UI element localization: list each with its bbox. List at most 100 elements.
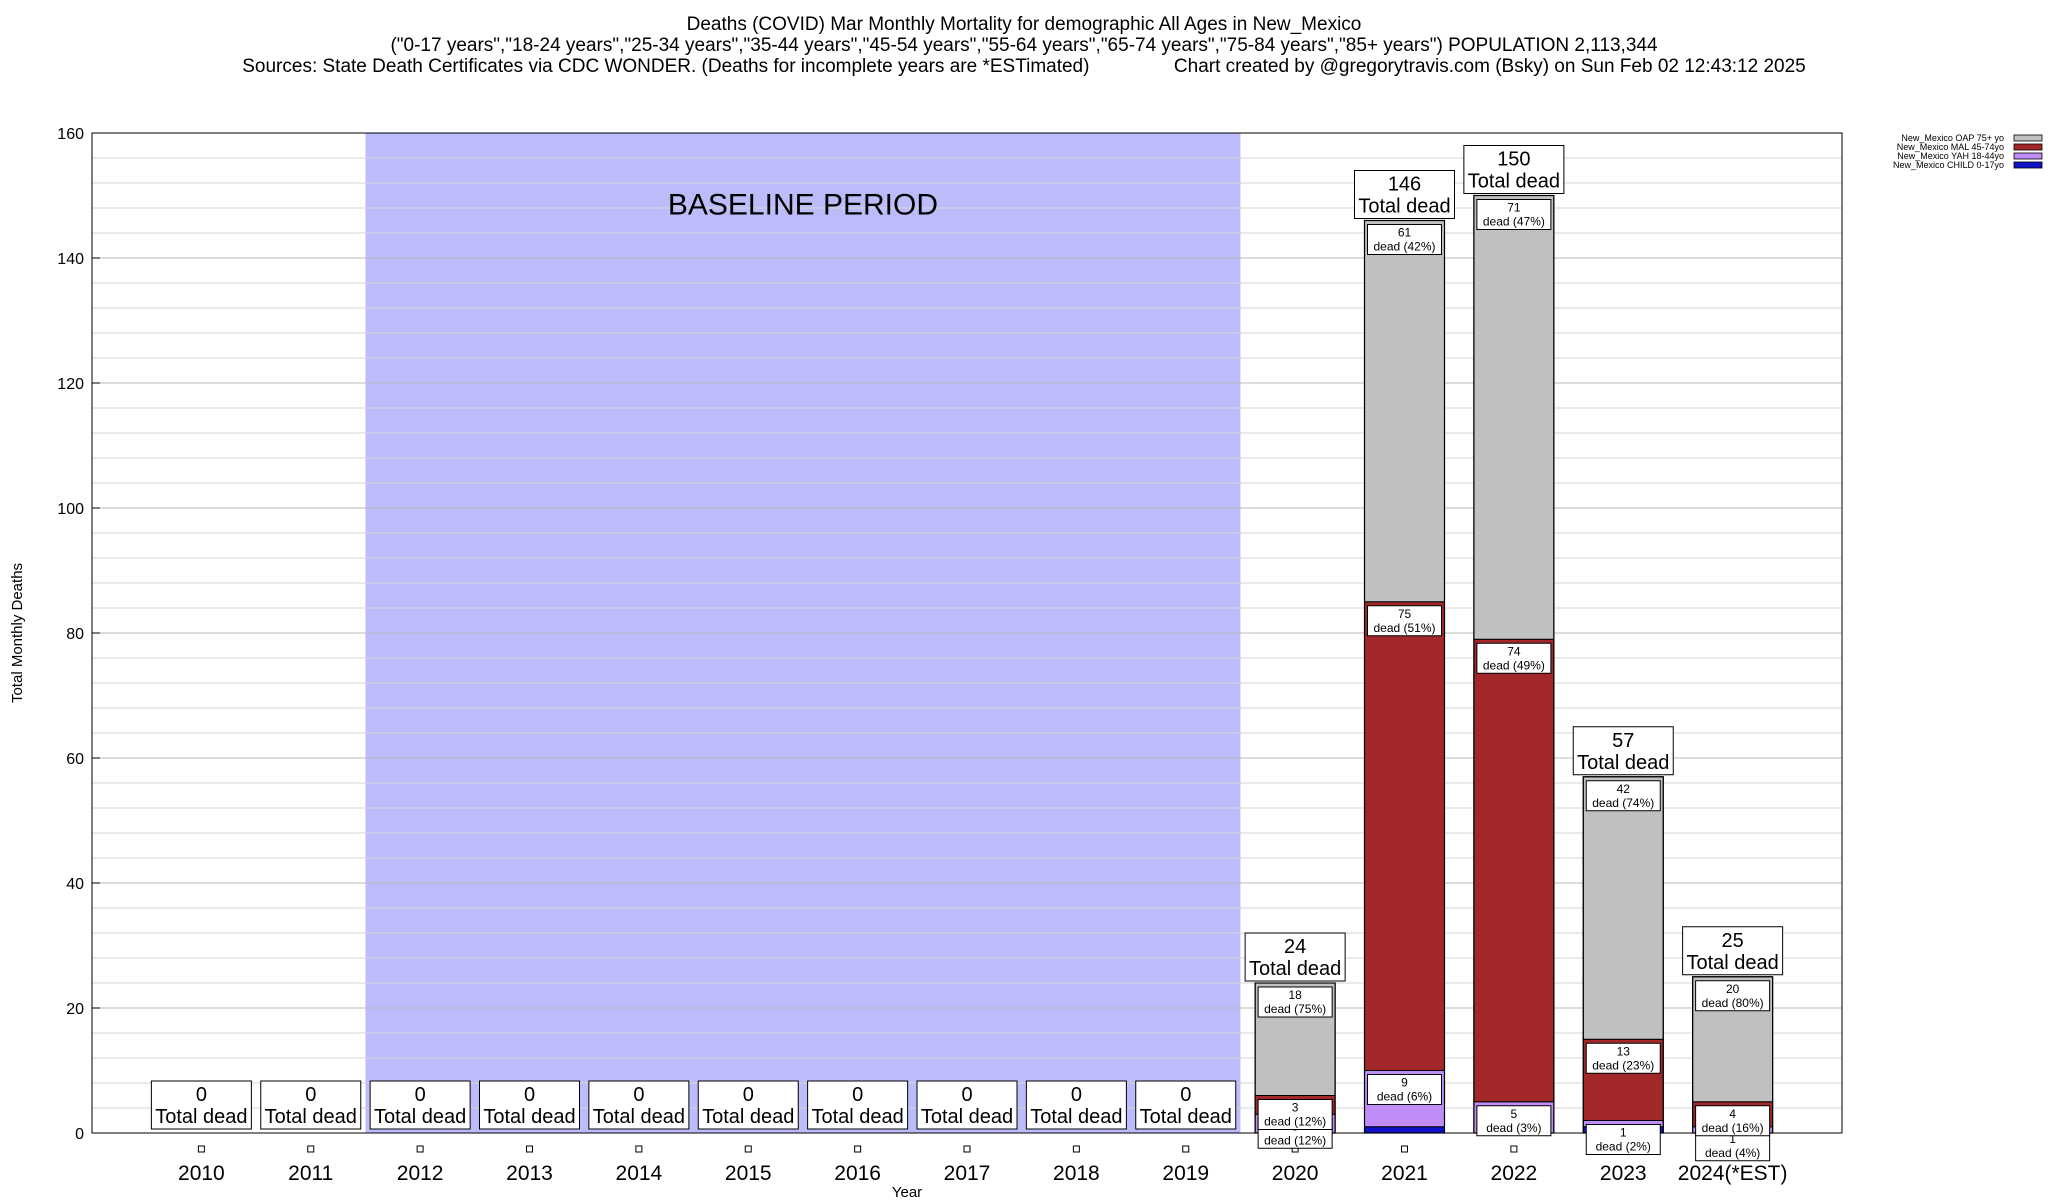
x-marker [526, 1145, 533, 1153]
total-caption: Total dead [374, 1106, 466, 1128]
segment-label-count: 42 [1617, 782, 1631, 796]
x-axis-label: Year [892, 1184, 922, 1200]
bar-segment [1473, 638, 1555, 1103]
segment-label-count: 61 [1398, 226, 1412, 240]
total-count: 0 [743, 1084, 754, 1106]
bar-outline [1363, 219, 1446, 1134]
bar-segment [1364, 220, 1445, 603]
segment-label-box [1476, 642, 1552, 674]
segment-label-count: 75 [1398, 607, 1412, 621]
x-marker [197, 1145, 205, 1153]
legend-label: New_Mexico YAH 18-44yo [1897, 151, 2004, 161]
total-count: 24 [1284, 936, 1306, 958]
x-tick-label: 2021 [1381, 1162, 1428, 1185]
y-tick-label: 40 [66, 876, 84, 893]
y-tick-label: 100 [57, 501, 84, 518]
total-count: 0 [524, 1084, 535, 1106]
segment-label-box [1367, 224, 1442, 255]
y-tick-label: 160 [57, 126, 84, 143]
total-caption: Total dead [921, 1106, 1013, 1128]
x-tick-label: 2018 [1053, 1162, 1100, 1185]
legend-swatch [2013, 161, 2043, 169]
segment-label-pct: dead (12%) [1264, 1133, 1326, 1147]
x-tick-label: 2014 [616, 1162, 663, 1185]
total-label-box [697, 1080, 799, 1130]
total-label-box [1354, 170, 1455, 219]
bar-segment [1473, 195, 1555, 640]
segment-label-pct: dead (4%) [1705, 1146, 1760, 1160]
total-count: 0 [415, 1084, 426, 1106]
total-count: 0 [1180, 1084, 1191, 1106]
segment-label-count: 3 [1292, 1101, 1299, 1115]
y-axis-label: Total Monthly Deaths [9, 563, 26, 703]
legend-swatch [2013, 143, 2043, 151]
segment-label-pct: dead (75%) [1264, 1002, 1326, 1016]
baseline-label: BASELINE PERIOD [668, 188, 938, 221]
total-label-box [916, 1080, 1018, 1130]
x-tick-label: 2022 [1491, 1162, 1538, 1185]
segment-label-pct: dead (74%) [1592, 796, 1654, 810]
total-label-box [1463, 145, 1565, 194]
segment-label-count: 1 [1620, 1126, 1627, 1140]
total-caption: Total dead [702, 1106, 794, 1128]
segment-label-box [1585, 780, 1661, 812]
x-marker [963, 1145, 971, 1153]
total-count: 0 [633, 1084, 644, 1106]
x-marker [1510, 1145, 1518, 1153]
segment-label-count: 13 [1617, 1044, 1631, 1058]
legend-swatch [2013, 152, 2043, 160]
total-label-box [1025, 1080, 1127, 1130]
x-tick-label: 2020 [1272, 1162, 1319, 1185]
bar-segment [1364, 601, 1445, 1071]
x-marker [635, 1145, 643, 1153]
x-tick-label: 2016 [834, 1162, 881, 1185]
segment-label-pct: dead (51%) [1373, 621, 1435, 635]
total-caption: Total dead [1358, 196, 1450, 218]
segment-label-box [1476, 199, 1552, 230]
y-tick-label: 120 [57, 376, 84, 393]
segment-label-box [1695, 1105, 1771, 1137]
x-tick-label: 2017 [944, 1162, 991, 1185]
total-count: 0 [961, 1084, 972, 1106]
total-caption: Total dead [1686, 952, 1778, 974]
segment-label-box [1476, 1105, 1552, 1137]
x-tick-label: 2011 [288, 1162, 333, 1185]
total-label-box [369, 1080, 471, 1130]
y-tick-label: 0 [75, 1126, 84, 1143]
chart-title: Deaths (COVID) Mar Monthly Mortality for… [686, 14, 1362, 35]
segment-label-count: 71 [1507, 201, 1521, 215]
x-marker [307, 1145, 315, 1153]
total-label-box [150, 1080, 252, 1130]
y-tick-label: 140 [57, 251, 84, 268]
legend-label: New_Mexico OAP 75+ yo [1901, 133, 2004, 143]
legend-label: New_Mexico MAL 45-74yo [1897, 142, 2004, 152]
x-marker [1401, 1145, 1408, 1153]
total-count: 0 [196, 1084, 207, 1106]
legend-label: New_Mexico CHILD 0-17yo [1893, 160, 2004, 170]
bar-segment [1364, 1126, 1445, 1134]
total-label-box [479, 1080, 580, 1130]
x-tick-label: 2012 [397, 1162, 444, 1185]
total-count: 57 [1612, 730, 1634, 752]
x-marker [1182, 1145, 1190, 1153]
x-tick-label: 2015 [725, 1162, 772, 1185]
total-label-box [1135, 1080, 1237, 1130]
total-label-box [1572, 726, 1674, 776]
segment-label-pct: dead (2%) [1596, 1140, 1651, 1154]
segment-label-pct: dead (49%) [1483, 658, 1545, 672]
x-tick-label: 2024(*EST) [1678, 1162, 1788, 1185]
segment-label-count: 4 [1729, 1107, 1736, 1121]
total-count: 146 [1388, 174, 1421, 196]
total-caption: Total dead [265, 1106, 357, 1128]
total-count: 25 [1722, 930, 1744, 952]
total-label-box [588, 1080, 690, 1130]
total-caption: Total dead [1249, 958, 1341, 980]
total-caption: Total dead [1030, 1106, 1122, 1128]
total-caption: Total dead [811, 1106, 903, 1128]
segment-label-pct: dead (42%) [1373, 240, 1435, 254]
chart-source: Sources: State Death Certificates via CD… [242, 56, 1806, 77]
segment-label-count: 9 [1401, 1076, 1408, 1090]
segment-label-pct: dead (16%) [1702, 1121, 1764, 1135]
segment-label-box [1367, 1074, 1442, 1105]
